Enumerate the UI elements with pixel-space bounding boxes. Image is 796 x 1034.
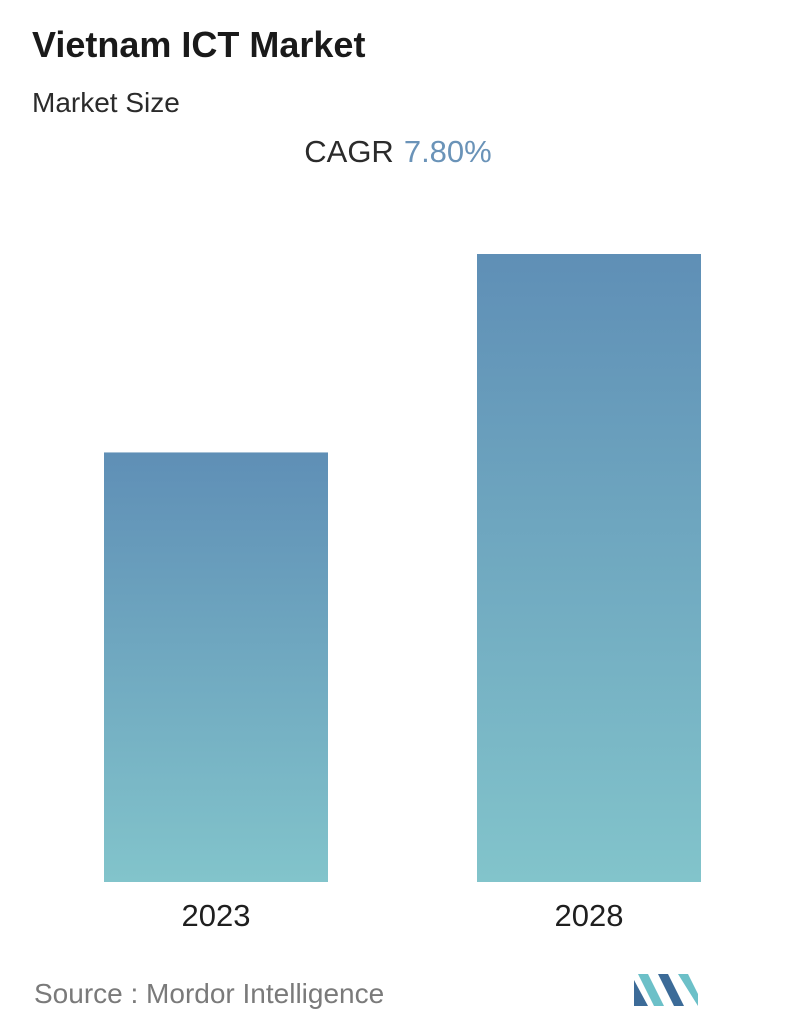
chart-title: Vietnam ICT Market (32, 24, 366, 65)
bar-2023 (104, 452, 328, 882)
bar-group (104, 254, 701, 882)
x-tick-label-2023: 2023 (182, 898, 251, 933)
cagr-label: CAGR (304, 134, 394, 169)
mordor-intelligence-logo-icon (634, 974, 698, 1006)
x-axis-labels: 2023 2028 (182, 898, 624, 933)
cagr-readout: CAGR 7.80% (0, 134, 796, 170)
x-tick-label-2028: 2028 (555, 898, 624, 933)
cagr-value: 7.80% (403, 134, 492, 169)
chart-subtitle: Market Size (32, 87, 180, 118)
source-note: Source : Mordor Intelligence (34, 978, 385, 1009)
bar-2028 (477, 254, 701, 882)
